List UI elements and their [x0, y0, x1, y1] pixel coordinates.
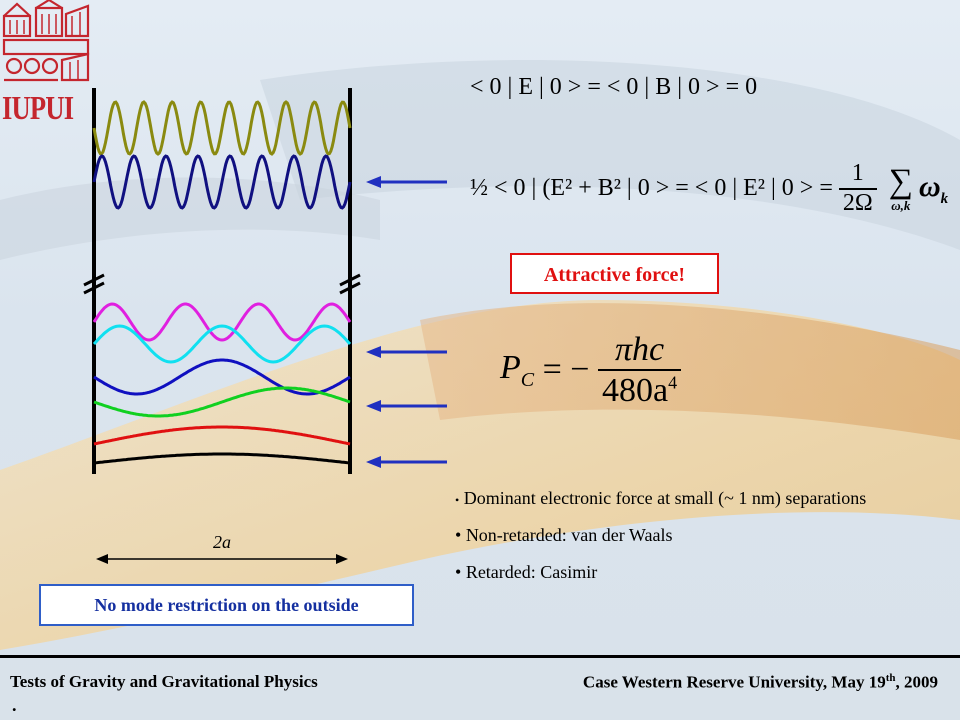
casimir-denominator: 480a4	[601, 372, 678, 410]
energy-lhs: ½ < 0 | (E² + B² | 0 > = < 0 | E² | 0 > …	[470, 175, 833, 202]
casimir-pressure-equation: PC = − πhc 480a4	[500, 330, 682, 410]
energy-density-equation: ½ < 0 | (E² + B² | 0 > = < 0 | E² | 0 > …	[470, 160, 948, 217]
high-mode-wave-navy	[92, 154, 352, 210]
energy-fraction: 1 2Ω	[838, 160, 877, 217]
footer-right-text: Case Western Reserve University, May 19t…	[582, 672, 938, 692]
plate-separation-label: 2a	[213, 532, 231, 552]
sum-subscript: ω,k	[891, 198, 911, 214]
bullet-item: • Dominant electronic force at small (~ …	[455, 488, 867, 508]
footer-dot: .	[12, 695, 17, 715]
casimir-numerator: πhc	[597, 330, 682, 372]
dimension-arrow-right	[336, 554, 348, 564]
plate-break-mark	[339, 281, 361, 295]
attractive-force-callout: Attractive force!	[510, 253, 719, 294]
iupui-logo: IUPUI	[0, 0, 92, 130]
no-mode-restriction-callout: No mode restriction on the outside	[39, 584, 414, 626]
plate-break-mark	[339, 273, 361, 287]
vacuum-expectation-equation: < 0 | E | 0 > = < 0 | B | 0 > = 0	[470, 74, 758, 100]
mode-indicator-arrowhead	[366, 176, 381, 188]
energy-fraction-denominator: 2Ω	[842, 189, 873, 216]
energy-sum: ∑ ω,k	[888, 163, 913, 214]
casimir-lhs: PC	[500, 348, 535, 391]
mode-wave-black	[93, 452, 351, 465]
mode-wave-magenta	[92, 302, 352, 342]
bullet-item: • Retarded: Casimir	[455, 562, 598, 582]
mode-wave-green	[93, 386, 351, 418]
footer-left-text: Tests of Gravity and Gravitational Physi…	[10, 672, 318, 691]
mode-indicator-arrowhead	[366, 346, 381, 358]
bullet-list: • Dominant electronic force at small (~ …	[455, 488, 915, 599]
logo-text: IUPUI	[2, 90, 74, 127]
sum-term: ωk	[918, 169, 949, 207]
mode-wave-blue	[93, 358, 351, 396]
footer-divider	[0, 655, 960, 658]
mode-indicator-arrowhead	[366, 456, 381, 468]
casimir-fraction: πhc 480a4	[597, 330, 682, 410]
energy-fraction-numerator: 1	[838, 160, 877, 190]
high-mode-wave-olive	[92, 100, 352, 156]
building-icon	[2, 0, 90, 82]
plate-break-mark	[83, 273, 105, 287]
sum-symbol: ∑	[888, 163, 913, 201]
mode-wave-cyan	[92, 324, 352, 364]
cavity-diagram	[83, 88, 447, 564]
mode-indicator-arrowhead	[366, 400, 381, 412]
plate-break-mark	[83, 281, 105, 295]
mode-wave-red	[93, 425, 351, 446]
dimension-arrow-left	[96, 554, 108, 564]
casimir-eq-sign: = −	[542, 351, 590, 389]
bullet-item: • Non-retarded: van der Waals	[455, 525, 673, 545]
